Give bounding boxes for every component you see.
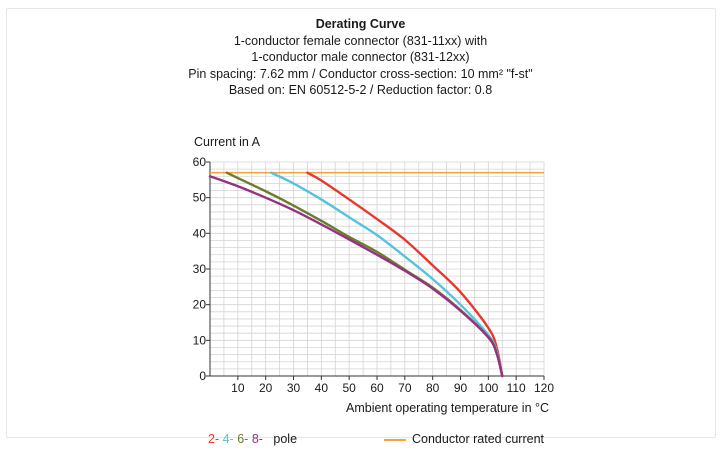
x-tick-label: 50 (342, 381, 356, 395)
y-tick-label: 60 (193, 155, 207, 169)
y-axis-label: Current in A (194, 135, 261, 149)
legend-rated-swatch (384, 438, 406, 441)
legend-pole-6: 6- (237, 432, 249, 446)
chart-subtitle-2: 1-conductor male connector (831-12xx) (251, 50, 470, 65)
legend-pole-2: 2- (208, 432, 220, 446)
x-tick-label: 80 (426, 381, 440, 395)
x-tick-label: 60 (370, 381, 384, 395)
legend-pole-4: 4- (222, 432, 234, 446)
y-tick-label: 40 (193, 226, 207, 240)
x-axis-label: Ambient operating temperature in °C (346, 401, 549, 415)
y-tick-label: 30 (193, 262, 207, 276)
chart-header: Derating Curve 1-conductor female connec… (0, 16, 721, 99)
x-tick-label: 110 (507, 381, 526, 395)
legend-pole-word: pole (273, 432, 298, 446)
x-tick-label: 30 (287, 381, 301, 395)
x-tick-label: 40 (315, 381, 329, 395)
chart-title: Derating Curve (315, 17, 406, 31)
chart-subtitle-1: 1-conductor female connector (831-11xx) … (233, 33, 488, 48)
x-tick-label: 100 (478, 381, 498, 395)
x-tick-label: 10 (231, 381, 245, 395)
legend-pole-8: 8- (251, 432, 263, 446)
series-line-pole-4 (270, 171, 504, 378)
series-line-pole-8 (208, 175, 504, 378)
y-tick-label: 10 (193, 333, 207, 347)
series-line-pole-2 (306, 171, 504, 378)
y-tick-label: 0 (199, 369, 206, 383)
legend-rated: Conductor rated current (384, 432, 544, 446)
x-tick-label: 70 (398, 381, 412, 395)
legend-poles: 2- 4- 6- 8- pole (208, 432, 297, 446)
y-tick-label: 50 (193, 191, 207, 205)
series-line-pole-6 (225, 171, 504, 378)
x-tick-label: 90 (454, 381, 468, 395)
chart-frame (6, 8, 716, 438)
x-tick-label: 120 (534, 381, 554, 395)
chart-subtitle-4: Based on: EN 60512-5-2 / Reduction facto… (228, 83, 493, 98)
chart-subtitle-3: Pin spacing: 7.62 mm / Conductor cross-s… (188, 66, 533, 81)
x-tick-label: 20 (259, 381, 273, 395)
legend-rated-label: Conductor rated current (412, 432, 545, 446)
y-tick-label: 20 (193, 298, 207, 312)
